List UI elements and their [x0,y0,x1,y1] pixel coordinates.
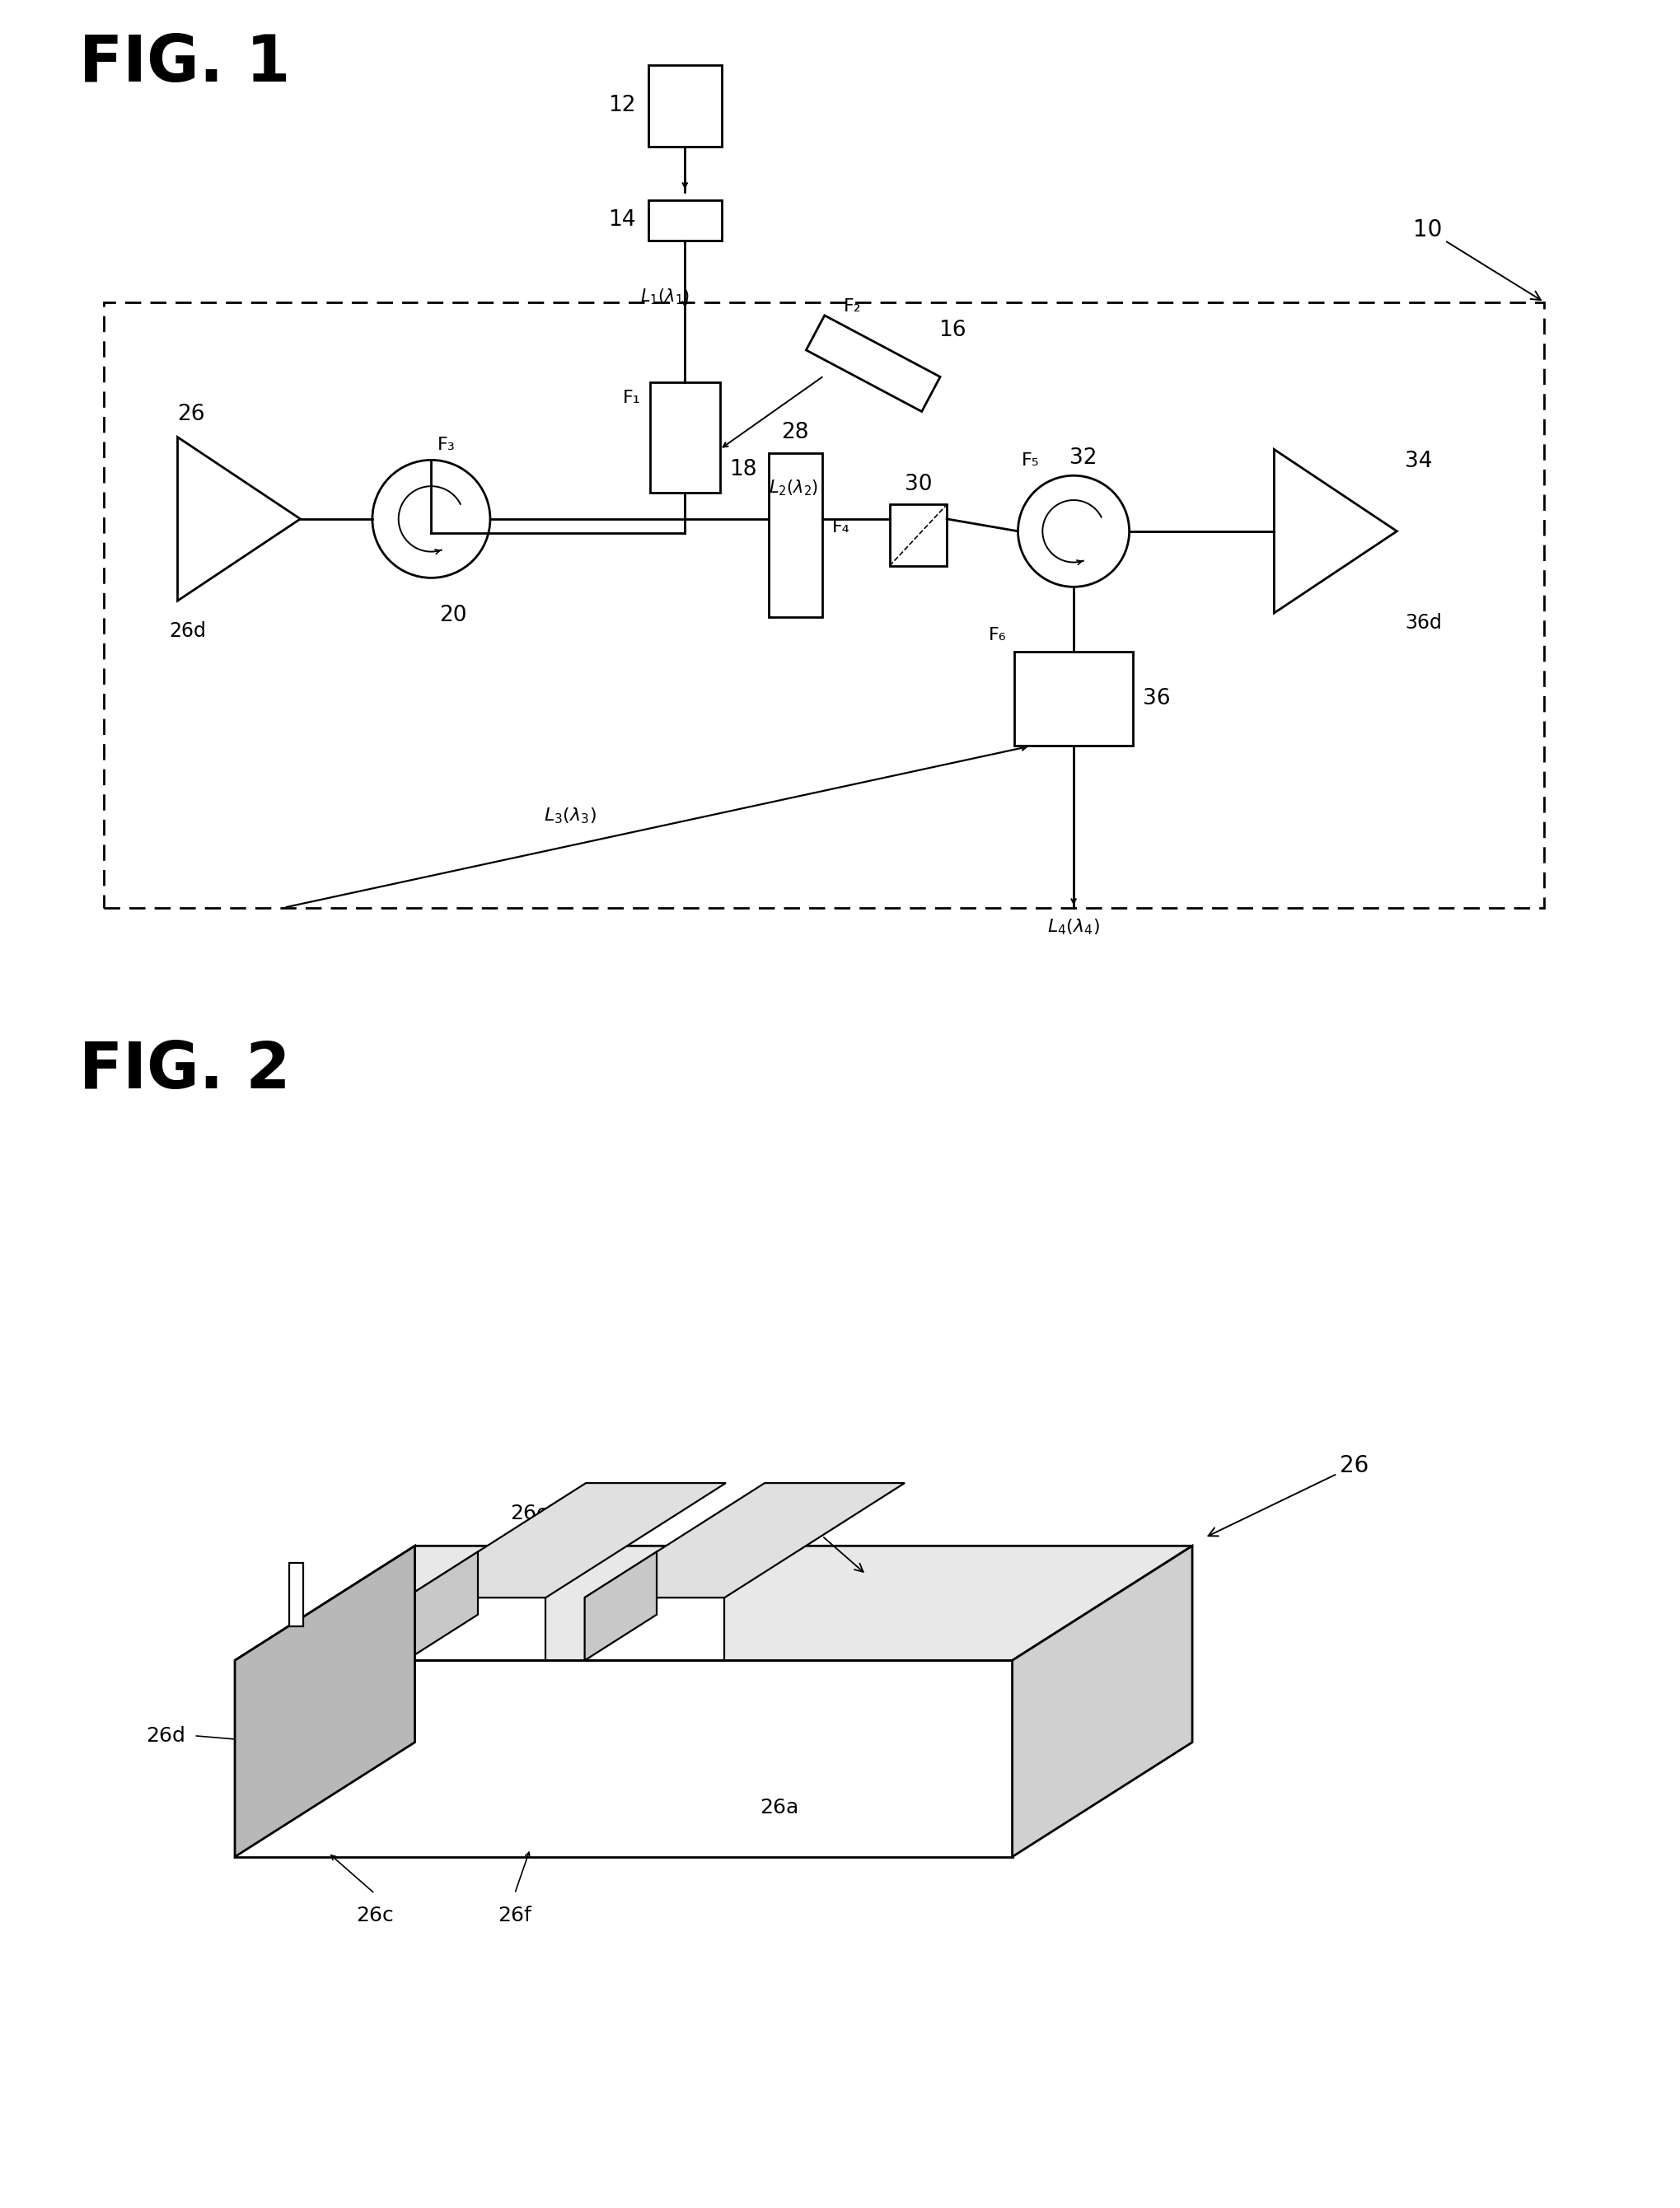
Text: F₆: F₆ [988,627,1006,645]
Bar [889,506,946,565]
Bar [648,199,721,241]
Polygon shape [289,1563,302,1625]
Text: 26d: 26d [146,1727,186,1747]
Text: F₁: F₁ [622,391,640,406]
Text: 26a: 26a [759,1797,798,1817]
Text: $L_4(\lambda_4)$: $L_4(\lambda_4)$ [1047,919,1099,936]
Polygon shape [1011,1546,1191,1857]
Text: 36d: 36d [1404,614,1441,634]
Text: 26d: 26d [170,620,207,640]
Text: FIG. 1: FIG. 1 [79,33,291,95]
Text: 18: 18 [729,459,756,479]
Text: 30: 30 [904,473,931,495]
Text: F₃: F₃ [437,437,455,453]
Text: 14: 14 [608,210,635,232]
Bar [768,453,822,616]
Polygon shape [235,1546,415,1857]
Polygon shape [405,1552,477,1660]
Text: 20: 20 [438,605,467,627]
Polygon shape [235,1660,1011,1857]
Text: 26: 26 [1208,1455,1368,1537]
Text: F₅: F₅ [1021,453,1038,468]
Bar [806,316,939,411]
Text: 26c: 26c [356,1906,393,1925]
Bar [648,64,721,146]
Text: FIG. 2: FIG. 2 [79,1038,291,1102]
Text: 16: 16 [937,320,966,342]
Text: 36: 36 [1142,689,1169,709]
Polygon shape [405,1599,546,1660]
Text: F₂: F₂ [843,298,862,314]
Text: F₄: F₄ [832,519,848,534]
Polygon shape [585,1599,724,1660]
Text: 26e: 26e [511,1504,549,1524]
Bar [104,302,1544,907]
Bar [650,382,719,492]
Polygon shape [235,1546,1191,1660]
Text: 10: 10 [1413,219,1541,300]
Text: $L_1(\lambda_1)$: $L_1(\lambda_1)$ [640,287,689,307]
Text: 26b: 26b [788,1515,864,1572]
Text: 34: 34 [1404,450,1431,473]
Text: $L_2(\lambda_2)$: $L_2(\lambda_2)$ [768,477,818,497]
Polygon shape [585,1484,904,1599]
Text: 26f: 26f [497,1906,531,1925]
Text: 32: 32 [1068,448,1097,468]
Bar [1013,651,1132,746]
Text: 26: 26 [178,404,205,424]
Polygon shape [405,1484,726,1599]
Polygon shape [585,1552,657,1660]
Text: 12: 12 [608,95,635,117]
Text: 28: 28 [781,422,808,444]
Text: $L_3(\lambda_3)$: $L_3(\lambda_3)$ [544,806,596,826]
